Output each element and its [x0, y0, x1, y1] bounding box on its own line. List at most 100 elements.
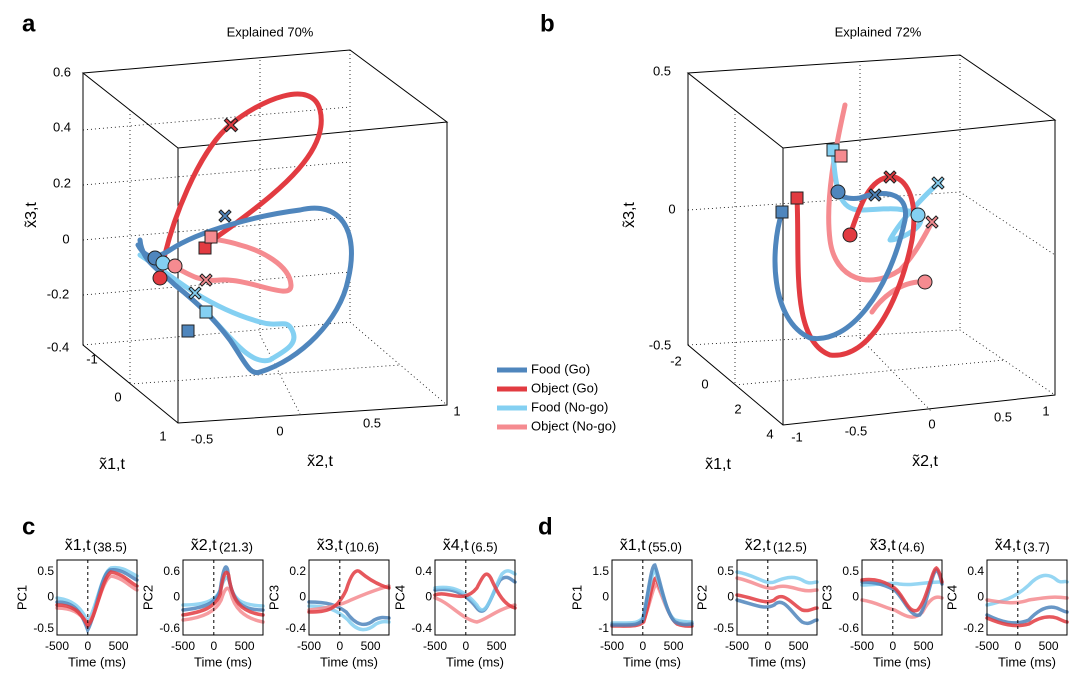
trajectory — [137, 252, 297, 364]
square-marker — [834, 149, 848, 163]
x1-tick-label: 2 — [734, 401, 741, 416]
z-tick-label: 0.5 — [653, 63, 671, 78]
x-tick-label: 500 — [1039, 639, 1059, 653]
square-marker — [204, 230, 218, 244]
z-tick-label: 0 — [668, 201, 675, 216]
curve-group — [183, 567, 263, 622]
circle-marker — [842, 227, 858, 243]
square-marker — [199, 305, 213, 319]
y-axis-label: PC3 — [266, 585, 281, 610]
x-tick-label: -500 — [171, 639, 195, 653]
x-tick-label: 0 — [639, 639, 646, 653]
subplot-title: x̃1,t — [620, 537, 646, 554]
z-axis-label: x̃3,t — [621, 202, 638, 228]
y-tick-label: 0 — [977, 590, 984, 604]
trajectory — [612, 565, 692, 625]
y-tick-label: -0.6 — [838, 621, 859, 635]
x1-tick-label: 0 — [114, 389, 121, 404]
x-axis-label: Time (ms) — [623, 654, 681, 669]
cross-marker — [218, 209, 232, 223]
trajectory — [987, 607, 1067, 623]
trajectory — [772, 189, 908, 342]
y-axis-label: PC3 — [819, 585, 834, 610]
x1-tick-label: 4 — [766, 426, 773, 441]
trajectory — [794, 174, 917, 358]
x-tick-label: 0 — [336, 639, 343, 653]
z-tick-label: -0.5 — [649, 337, 671, 352]
curve-group — [987, 575, 1067, 625]
trajectory — [686, 54, 1057, 426]
z-tick-label: 0.4 — [53, 119, 71, 134]
subplot-title: x̃2,t — [745, 537, 771, 554]
x2-tick-label: 1 — [1042, 403, 1049, 418]
label: a — [22, 10, 36, 37]
plot-frame — [861, 559, 943, 636]
curve-group — [435, 571, 515, 622]
panel-a-box — [81, 49, 449, 424]
legend-label: Object (No-go) — [531, 418, 616, 433]
x-tick-label: -500 — [850, 639, 874, 653]
x2-tick-label: 0 — [928, 416, 935, 431]
legend-label: Object (Go) — [531, 380, 598, 395]
curve-group — [309, 571, 389, 630]
trajectory — [81, 49, 449, 424]
trajectory — [862, 568, 942, 611]
x2-tick-label: 0.5 — [994, 409, 1012, 424]
x-tick-label: 500 — [664, 639, 684, 653]
x-tick-label: 0 — [889, 639, 896, 653]
trajectory — [183, 572, 263, 615]
x-tick-label: 0 — [1014, 639, 1021, 653]
y-tick-label: 0.5 — [842, 564, 859, 578]
y-tick-label: 0.2 — [289, 564, 306, 578]
subplot-title: x̃3,t — [870, 537, 896, 554]
y-tick-label: 0 — [173, 590, 180, 604]
x-tick-label: 0 — [84, 639, 91, 653]
x2-tick-label: -0.5 — [191, 431, 213, 446]
x-tick-label: 500 — [109, 639, 129, 653]
y-tick-label: 0 — [852, 590, 859, 604]
y-tick-label: 0 — [727, 590, 734, 604]
y-tick-label: 1.5 — [592, 564, 609, 578]
square-marker — [198, 241, 212, 255]
x-tick-label: -500 — [297, 639, 321, 653]
variance-label: (21.3) — [219, 539, 253, 554]
x-axis-label: Time (ms) — [68, 654, 126, 669]
trajectory — [737, 600, 817, 623]
trajectory — [183, 588, 263, 622]
panel-b-box — [686, 54, 1057, 426]
y-tick-label: -0.5 — [33, 621, 54, 635]
plot-frame — [611, 559, 693, 636]
plot-frame — [736, 559, 818, 636]
variance-label: (4.6) — [898, 539, 925, 554]
title: Explained 70% — [227, 24, 314, 39]
square-marker — [181, 324, 195, 338]
x1-tick-label: 0 — [701, 376, 708, 391]
x-tick-label: -500 — [725, 639, 749, 653]
trajectory — [172, 235, 294, 294]
subplot-title: x̃3,t — [317, 537, 343, 554]
label: b — [540, 10, 555, 37]
trajectory — [435, 598, 515, 622]
plot-frame — [308, 559, 390, 636]
circle-marker — [830, 184, 846, 200]
trajectory — [435, 571, 515, 610]
x-tick-label: 500 — [361, 639, 381, 653]
y-tick-label: -0.4 — [411, 621, 432, 635]
y-axis-label: PC1 — [569, 585, 584, 610]
square-marker — [775, 205, 789, 219]
y-tick-label: 0 — [425, 590, 432, 604]
subplot-title: x̃4,t — [995, 537, 1021, 554]
title: Explained 72% — [835, 24, 922, 39]
y-axis-label: PC1 — [14, 585, 29, 610]
x-tick-label: 500 — [235, 639, 255, 653]
x2-tick-label: 1 — [453, 403, 460, 418]
y-tick-label: 0 — [299, 590, 306, 604]
circle-marker — [917, 274, 933, 290]
trajectory — [687, 55, 1056, 413]
y-tick-label: 0 — [47, 590, 54, 604]
plot-frame — [986, 559, 1068, 636]
curve-group — [612, 565, 692, 626]
trajectories-b — [772, 102, 945, 358]
